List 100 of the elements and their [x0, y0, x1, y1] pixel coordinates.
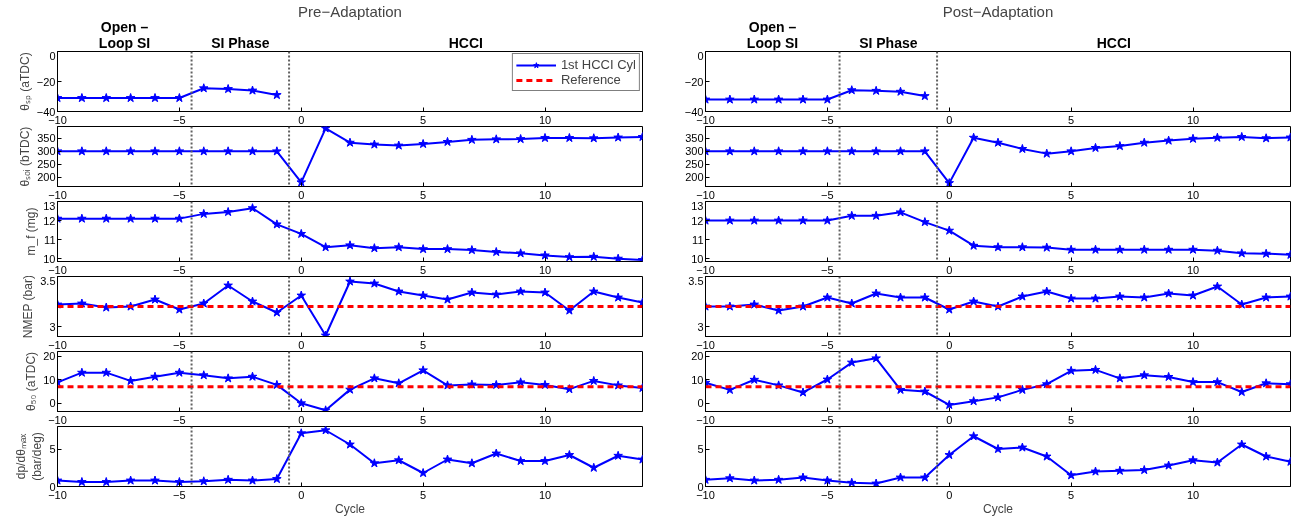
x-tick-label: 5	[1068, 113, 1075, 126]
y-tick-label: 5	[697, 443, 704, 455]
x-tick-label: 5	[420, 413, 427, 426]
y-tick-label: 350	[37, 132, 56, 145]
text: Open – Loop SI	[746, 18, 799, 51]
y-axis-title: θ₅₀ (aTDC)	[24, 351, 39, 412]
x-tick-label: 10	[538, 263, 552, 276]
text: HCCI	[1096, 34, 1131, 51]
y-tick-label: 200	[685, 171, 704, 184]
x-tick-label: 0	[946, 338, 953, 351]
y-axis-title: dp/dθₘₐₓ (bar/deg)	[13, 432, 45, 481]
y-tick-label: 0	[49, 397, 56, 410]
x-tick-label: 0	[946, 263, 953, 276]
x-tick-label: −5	[821, 413, 834, 426]
x-axis-title: Cycle	[983, 501, 1014, 516]
x-tick-label: 5	[1068, 488, 1075, 501]
x-tick-label: 5	[420, 113, 427, 126]
x-tick-label: 5	[420, 488, 427, 501]
x-tick-label: −5	[821, 488, 834, 501]
x-tick-label: −5	[821, 188, 834, 201]
y-tick-label: 3	[697, 320, 704, 333]
y-tick-label: 10	[43, 252, 56, 265]
y-tick-label: 20	[43, 350, 56, 363]
x-tick-label: 0	[298, 488, 305, 501]
x-tick-label: 10	[1186, 413, 1200, 426]
x-tick-label: 5	[420, 188, 427, 201]
x-tick-label: −5	[173, 413, 186, 426]
x-tick-label: 10	[538, 188, 552, 201]
y-tick-label: 3.5	[40, 274, 56, 287]
x-tick-label: 5	[1068, 338, 1075, 351]
y-tick-label: 300	[685, 145, 704, 158]
x-tick-label: 10	[1186, 338, 1200, 351]
y-tick-label: 200	[37, 171, 56, 184]
x-tick-label: 0	[946, 488, 953, 501]
y-tick-label: 11	[692, 233, 704, 246]
y-tick-label: 0	[49, 49, 56, 62]
x-tick-label: 0	[946, 413, 953, 426]
y-tick-label: 0	[49, 480, 56, 493]
x-tick-label: −5	[821, 263, 834, 276]
x-tick-label: 10	[1186, 263, 1200, 276]
x-tick-label: 0	[298, 413, 305, 426]
x-tick-label: −10	[696, 263, 715, 276]
x-tick-label: −10	[48, 263, 67, 276]
x-tick-label: 10	[538, 488, 552, 501]
x-tick-label: 10	[538, 338, 552, 351]
y-tick-label: 12	[43, 214, 56, 227]
x-tick-label: 0	[946, 113, 953, 126]
text: SI Phase	[211, 34, 270, 51]
x-tick-label: −10	[696, 188, 715, 201]
x-tick-label: −5	[173, 113, 186, 126]
chart-title: Post−Adaptation	[942, 2, 1054, 20]
y-tick-label: 12	[691, 214, 704, 227]
y-axis-title: m_f (mg)	[24, 207, 39, 256]
x-tick-label: 10	[1186, 488, 1200, 501]
x-tick-label: 5	[1068, 188, 1075, 201]
x-tick-label: −5	[173, 338, 186, 351]
y-tick-label: 250	[685, 158, 704, 171]
x-tick-label: −5	[821, 338, 834, 351]
y-tick-label: 0	[697, 49, 704, 62]
x-tick-label: 0	[298, 338, 305, 351]
x-tick-label: 5	[1068, 263, 1075, 276]
y-tick-label: 350	[685, 132, 704, 145]
x-tick-label: 5	[420, 338, 427, 351]
y-axis-title: θₛₚ (aTDC)	[17, 52, 32, 111]
y-tick-label: 3.5	[688, 274, 704, 287]
x-tick-label: 0	[298, 113, 305, 126]
x-axis-title: Cycle	[335, 501, 366, 516]
y-tick-label: 250	[37, 158, 56, 171]
y-tick-label: 3	[49, 320, 56, 333]
text: HCCI	[448, 34, 483, 51]
x-tick-label: −5	[173, 188, 186, 201]
x-tick-label: 10	[538, 413, 552, 426]
legend-label: Reference	[560, 72, 621, 87]
x-tick-label: 5	[1068, 413, 1075, 426]
text: SI Phase	[859, 34, 918, 51]
x-tick-label: −5	[173, 263, 186, 276]
y-tick-label: 20	[691, 350, 704, 363]
x-tick-label: 0	[298, 263, 305, 276]
x-tick-label: 10	[1186, 188, 1200, 201]
x-tick-label: −10	[48, 338, 67, 351]
x-tick-label: 10	[1186, 113, 1200, 126]
x-tick-label: −10	[696, 413, 715, 426]
chart-title: Pre−Adaptation	[298, 2, 402, 20]
y-axis-title: NMEP (bar)	[21, 275, 36, 339]
y-tick-label: 10	[43, 373, 56, 386]
y-tick-label: 10	[691, 373, 704, 386]
y-tick-label: −20	[684, 75, 704, 88]
y-tick-label: 0	[697, 397, 704, 410]
x-tick-label: −10	[48, 188, 67, 201]
y-tick-label: 5	[49, 443, 56, 455]
x-tick-label: −10	[48, 413, 67, 426]
x-tick-label: 10	[538, 113, 552, 126]
x-tick-label: −10	[696, 338, 715, 351]
y-axis-title: θₛₒᵢ (bTDC)	[18, 126, 33, 187]
x-tick-label: 0	[298, 188, 305, 201]
y-tick-label: −20	[36, 75, 56, 88]
y-tick-label: 300	[37, 145, 56, 158]
x-tick-label: 5	[420, 263, 427, 276]
y-tick-label: 0	[697, 480, 704, 493]
y-tick-label: 13	[691, 199, 704, 212]
